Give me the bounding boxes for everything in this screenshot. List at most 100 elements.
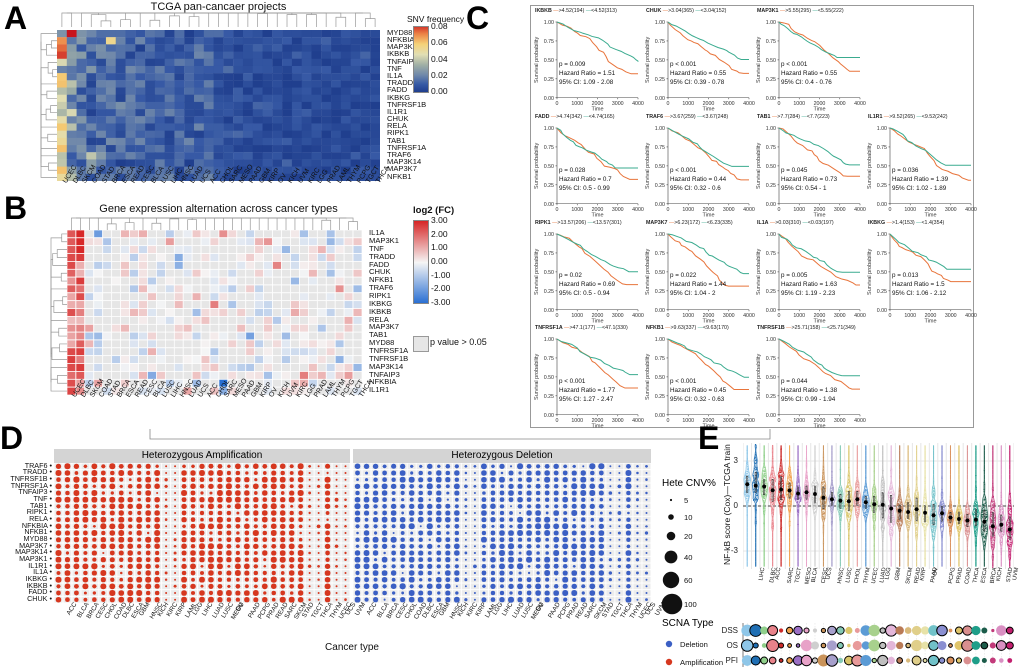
svg-text:0: 0 [667, 312, 670, 318]
svg-text:1000: 1000 [571, 312, 583, 318]
svg-text:0.00: 0.00 [655, 307, 665, 313]
svg-text:1.00: 1.00 [544, 20, 554, 26]
svg-text:3000: 3000 [945, 312, 957, 318]
svg-text:3000: 3000 [723, 207, 735, 213]
svg-text:0.00: 0.00 [544, 202, 554, 208]
svg-text:0: 0 [667, 207, 670, 213]
svg-text:0.50: 0.50 [877, 164, 887, 170]
svg-text:0.75: 0.75 [544, 39, 554, 45]
svg-text:Survival probability: Survival probability [756, 142, 762, 188]
svg-text:Survival probability: Survival probability [756, 248, 762, 294]
svg-text:0.75: 0.75 [877, 145, 887, 151]
svg-text:0.50: 0.50 [544, 375, 554, 381]
svg-text:0.75: 0.75 [544, 356, 554, 362]
svg-text:1.00: 1.00 [766, 126, 776, 132]
svg-text:1000: 1000 [904, 312, 916, 318]
svg-text:0.25: 0.25 [544, 183, 554, 189]
svg-text:0: 0 [556, 207, 559, 213]
svg-text:0.50: 0.50 [655, 58, 665, 64]
svg-text:40: 40 [684, 553, 692, 562]
svg-text:0.75: 0.75 [877, 251, 887, 257]
svg-text:Survival probability: Survival probability [534, 37, 540, 83]
svg-text:0.75: 0.75 [544, 145, 554, 151]
svg-text:Survival probability: Survival probability [756, 354, 762, 400]
svg-text:0.50: 0.50 [544, 164, 554, 170]
svg-text:0.75: 0.75 [655, 251, 665, 257]
svg-text:0.00: 0.00 [766, 413, 776, 419]
svg-text:0.50: 0.50 [544, 270, 554, 276]
svg-text:0.50: 0.50 [766, 164, 776, 170]
svg-text:Survival probability: Survival probability [645, 37, 651, 83]
svg-text:1.00: 1.00 [655, 232, 665, 238]
svg-text:0.25: 0.25 [877, 289, 887, 295]
svg-text:1.00: 1.00 [655, 337, 665, 343]
svg-text:0.25: 0.25 [544, 77, 554, 83]
svg-text:3000: 3000 [834, 312, 846, 318]
svg-text:0.50: 0.50 [655, 164, 665, 170]
svg-text:1000: 1000 [793, 312, 805, 318]
svg-text:0: 0 [778, 207, 781, 213]
svg-text:0.50: 0.50 [655, 270, 665, 276]
svg-text:Survival probability: Survival probability [534, 142, 540, 188]
svg-text:0.00: 0.00 [544, 96, 554, 102]
svg-text:1.00: 1.00 [877, 126, 887, 132]
svg-text:0: 0 [778, 312, 781, 318]
svg-text:0.00: 0.00 [655, 96, 665, 102]
svg-text:1.00: 1.00 [655, 20, 665, 26]
svg-text:0.00: 0.00 [655, 413, 665, 419]
svg-text:Survival probability: Survival probability [867, 248, 873, 294]
svg-text:Survival probability: Survival probability [645, 248, 651, 294]
svg-text:0.50: 0.50 [766, 270, 776, 276]
svg-text:100: 100 [684, 600, 697, 609]
svg-text:1000: 1000 [904, 207, 916, 213]
svg-text:3000: 3000 [612, 207, 624, 213]
svg-text:0.50: 0.50 [766, 58, 776, 64]
svg-text:0.25: 0.25 [544, 394, 554, 400]
svg-text:1000: 1000 [682, 207, 694, 213]
svg-text:1.00: 1.00 [655, 126, 665, 132]
svg-text:Survival probability: Survival probability [534, 248, 540, 294]
svg-text:0.75: 0.75 [655, 39, 665, 45]
svg-text:0.25: 0.25 [766, 394, 776, 400]
svg-text:1.00: 1.00 [766, 232, 776, 238]
svg-text:0.00: 0.00 [766, 307, 776, 313]
svg-text:Survival probability: Survival probability [534, 354, 540, 400]
svg-text:0: 0 [556, 312, 559, 318]
svg-text:1.00: 1.00 [766, 337, 776, 343]
svg-text:3000: 3000 [612, 312, 624, 318]
svg-text:0.25: 0.25 [655, 394, 665, 400]
svg-text:3000: 3000 [612, 101, 624, 107]
svg-text:0.50: 0.50 [544, 58, 554, 64]
svg-text:0: 0 [556, 101, 559, 107]
svg-text:0.75: 0.75 [655, 356, 665, 362]
svg-text:1000: 1000 [793, 207, 805, 213]
svg-text:0.00: 0.00 [877, 307, 887, 313]
svg-text:0.25: 0.25 [655, 77, 665, 83]
svg-text:0.75: 0.75 [544, 251, 554, 257]
svg-text:0.75: 0.75 [766, 145, 776, 151]
svg-text:0.50: 0.50 [766, 375, 776, 381]
svg-text:0.25: 0.25 [655, 183, 665, 189]
svg-text:1.00: 1.00 [544, 337, 554, 343]
svg-text:3000: 3000 [834, 207, 846, 213]
svg-text:1.00: 1.00 [877, 232, 887, 238]
svg-text:4000: 4000 [965, 207, 977, 213]
svg-text:1000: 1000 [571, 207, 583, 213]
svg-text:1000: 1000 [682, 312, 694, 318]
svg-text:0: 0 [667, 101, 670, 107]
svg-text:0.25: 0.25 [766, 77, 776, 83]
svg-text:0.00: 0.00 [766, 96, 776, 102]
svg-text:0: 0 [889, 312, 892, 318]
svg-text:1.00: 1.00 [766, 20, 776, 26]
svg-text:5: 5 [684, 496, 688, 505]
svg-text:1.00: 1.00 [544, 232, 554, 238]
svg-text:0.75: 0.75 [655, 145, 665, 151]
svg-text:0.50: 0.50 [877, 270, 887, 276]
svg-text:20: 20 [684, 532, 692, 541]
svg-text:0.25: 0.25 [877, 183, 887, 189]
svg-text:3000: 3000 [945, 207, 957, 213]
svg-text:0.75: 0.75 [766, 251, 776, 257]
svg-text:0.75: 0.75 [766, 356, 776, 362]
svg-text:3000: 3000 [834, 101, 846, 107]
svg-text:0.75: 0.75 [766, 39, 776, 45]
